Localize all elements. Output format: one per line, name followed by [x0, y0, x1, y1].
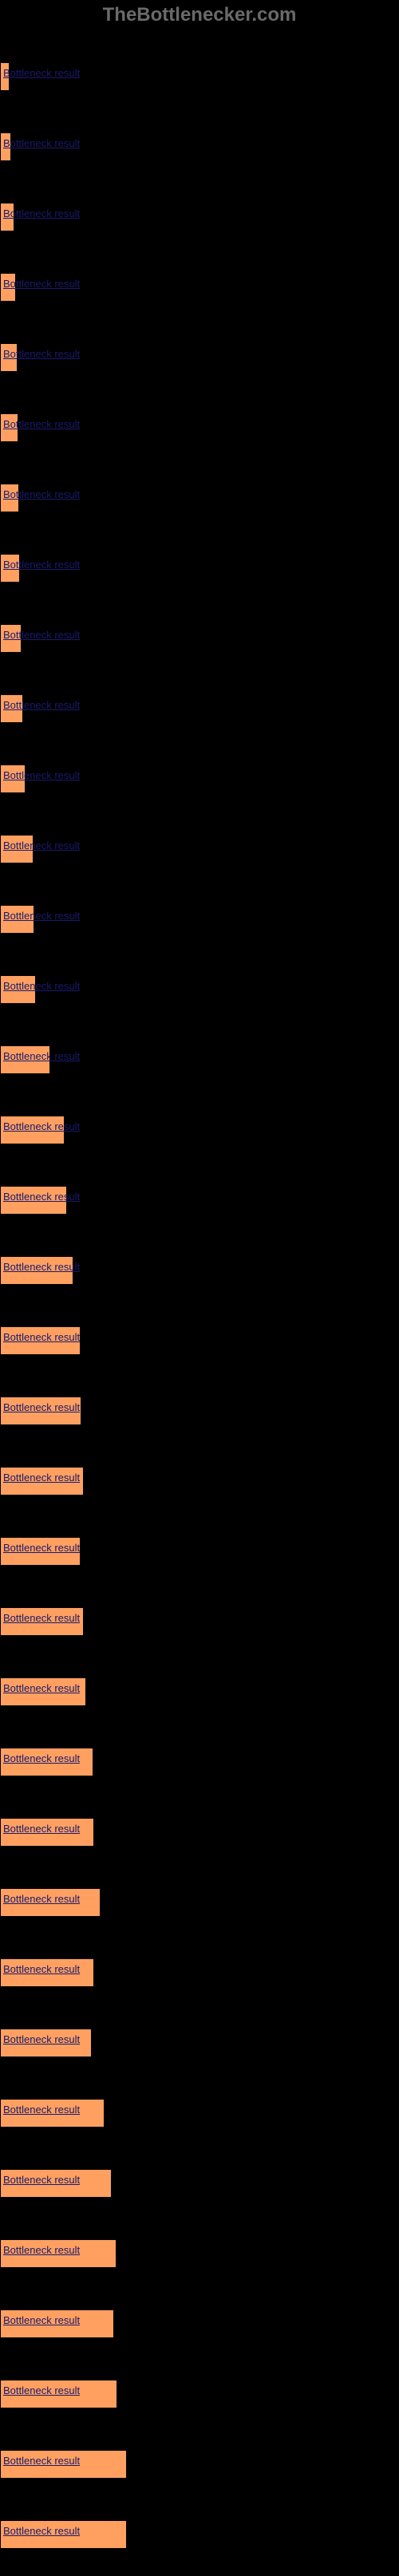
bar-label-link[interactable]: Bottleneck result	[3, 910, 80, 922]
bar-row: Bottleneck result	[0, 1226, 399, 1296]
bar-row: Bottleneck result	[0, 1507, 399, 1577]
bar-label-link[interactable]: Bottleneck result	[3, 2314, 80, 2326]
bar-row: Bottleneck result	[0, 2139, 399, 2209]
bar-label-link[interactable]: Bottleneck result	[3, 769, 80, 781]
bar-label-link[interactable]: Bottleneck result	[3, 137, 80, 149]
bar-row: Bottleneck result	[0, 2279, 399, 2349]
bar-label-link[interactable]: Bottleneck result	[3, 207, 80, 219]
bar-label-link[interactable]: Bottleneck result	[3, 699, 80, 711]
bar-row: Bottleneck result	[0, 1296, 399, 1366]
bar-label-link[interactable]: Bottleneck result	[3, 1472, 80, 1484]
bar-label-link[interactable]: Bottleneck result	[3, 1261, 80, 1273]
bar-label-link[interactable]: Bottleneck result	[3, 278, 80, 290]
bar-row: Bottleneck result	[0, 383, 399, 453]
bar-label-link[interactable]: Bottleneck result	[3, 1542, 80, 1554]
bar-row: Bottleneck result	[0, 875, 399, 945]
bar-label-link[interactable]: Bottleneck result	[3, 2525, 80, 2537]
bar-row: Bottleneck result	[0, 734, 399, 804]
bar-label-link[interactable]: Bottleneck result	[3, 1331, 80, 1343]
bar-row: Bottleneck result	[0, 1717, 399, 1788]
bar-label-link[interactable]: Bottleneck result	[3, 1682, 80, 1694]
bar-row: Bottleneck result	[0, 2209, 399, 2279]
bar-label-link[interactable]: Bottleneck result	[3, 348, 80, 360]
bar-label-link[interactable]: Bottleneck result	[3, 1963, 80, 1975]
bar-row: Bottleneck result	[0, 594, 399, 664]
bar-label-link[interactable]: Bottleneck result	[3, 980, 80, 992]
bar-row: Bottleneck result	[0, 1085, 399, 1156]
bar-row: Bottleneck result	[0, 1928, 399, 1998]
bar-row: Bottleneck result	[0, 1156, 399, 1226]
bar-label-link[interactable]: Bottleneck result	[3, 2244, 80, 2256]
bar-row: Bottleneck result	[0, 32, 399, 102]
bar-label-link[interactable]: Bottleneck result	[3, 488, 80, 500]
watermark-text: TheBottlenecker.com	[103, 4, 297, 26]
bar-label-link[interactable]: Bottleneck result	[3, 559, 80, 571]
bar-row: Bottleneck result	[0, 1858, 399, 1928]
bar-label-link[interactable]: Bottleneck result	[3, 840, 80, 851]
bar-chart: Bottleneck result Bottleneck result Bottle…	[0, 0, 399, 2576]
bar-label-link[interactable]: Bottleneck result	[3, 1050, 80, 1062]
bar-row: Bottleneck result	[0, 1436, 399, 1507]
bar-row: Bottleneck result	[0, 804, 399, 875]
bar-label-link[interactable]: Bottleneck result	[3, 1823, 80, 1835]
bar-row: Bottleneck result	[0, 1788, 399, 1858]
bar-row: Bottleneck result	[0, 1998, 399, 2068]
bar-row: Bottleneck result	[0, 1647, 399, 1717]
bar-row: Bottleneck result	[0, 453, 399, 523]
bar-row: Bottleneck result	[0, 172, 399, 243]
bar-row: Bottleneck result	[0, 2349, 399, 2420]
bar-row: Bottleneck result	[0, 523, 399, 594]
bar-row: Bottleneck result	[0, 664, 399, 734]
bar-label-link[interactable]: Bottleneck result	[3, 629, 80, 641]
bar-row: Bottleneck result	[0, 945, 399, 1015]
bar-label-link[interactable]: Bottleneck result	[3, 1191, 80, 1203]
bar-row: Bottleneck result	[0, 2420, 399, 2490]
bar-label-link[interactable]: Bottleneck result	[3, 1120, 80, 1132]
bar-row: Bottleneck result	[0, 2068, 399, 2139]
bar-row: Bottleneck result	[0, 1366, 399, 1436]
bar-label-link[interactable]: Bottleneck result	[3, 67, 80, 79]
bar-label-link[interactable]: Bottleneck result	[3, 2455, 80, 2467]
bar-row: Bottleneck result	[0, 1577, 399, 1647]
bar-label-link[interactable]: Bottleneck result	[3, 1893, 80, 1905]
bar-row: Bottleneck result	[0, 102, 399, 172]
bar-label-link[interactable]: Bottleneck result	[3, 1401, 80, 1413]
bar-label-link[interactable]: Bottleneck result	[3, 418, 80, 430]
bar-label-link[interactable]: Bottleneck result	[3, 2384, 80, 2396]
bar-row: Bottleneck result	[0, 2490, 399, 2560]
bar-label-link[interactable]: Bottleneck result	[3, 1752, 80, 1764]
bar-row: Bottleneck result	[0, 313, 399, 383]
bar-label-link[interactable]: Bottleneck result	[3, 2104, 80, 2116]
bar-label-link[interactable]: Bottleneck result	[3, 1612, 80, 1624]
bar-label-link[interactable]: Bottleneck result	[3, 2174, 80, 2186]
bar-row: Bottleneck result	[0, 243, 399, 313]
bar-row: Bottleneck result	[0, 1015, 399, 1085]
bar-label-link[interactable]: Bottleneck result	[3, 2033, 80, 2045]
